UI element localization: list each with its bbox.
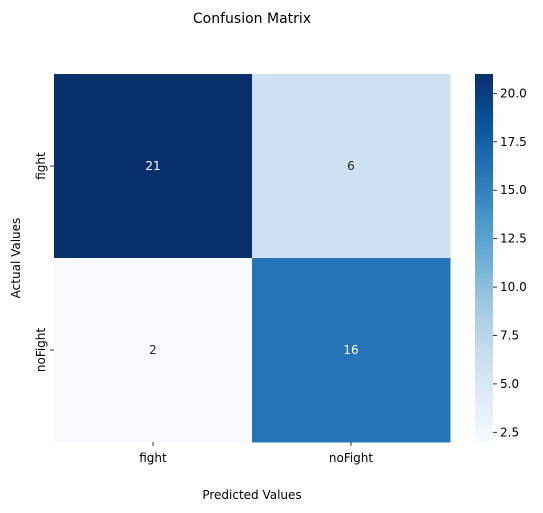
- y-axis-label: Actual Values: [9, 218, 23, 299]
- heatmap-cell-0-0: [54, 74, 253, 259]
- chart-title: Confusion Matrix: [193, 11, 311, 27]
- cell-value-1-1: 16: [343, 343, 358, 357]
- colorbar-tick-label-6: 17.5: [500, 135, 527, 149]
- cell-value-0-1: 6: [347, 159, 355, 173]
- y-axis-ticks: fight noFight: [34, 152, 54, 372]
- x-tick-label-0: fight: [139, 451, 167, 465]
- colorbar-tick-label-4: 12.5: [500, 232, 527, 246]
- colorbar-tick-label-5: 15.0: [500, 183, 527, 197]
- colorbar-tick-label-7: 20.0: [500, 86, 527, 100]
- x-tick-label-1: noFight: [329, 451, 374, 465]
- heatmap-cells: [54, 74, 451, 443]
- colorbar-tick-label-1: 5.0: [500, 377, 519, 391]
- cell-value-0-0: 21: [145, 159, 160, 173]
- colorbar-tick-label-0: 2.5: [500, 425, 519, 439]
- colorbar-ticks: 2.5 5.0 7.5 10.0 12.5 15.0 17.5 20.0: [493, 86, 527, 439]
- x-axis-ticks: fight noFight: [139, 442, 373, 465]
- heatmap-cell-1-1: [252, 258, 451, 443]
- colorbar-tick-label-2: 7.5: [500, 328, 519, 342]
- x-axis-label: Predicted Values: [202, 488, 301, 502]
- colorbar: [475, 74, 493, 442]
- heatmap-annotations: 21 62 16: [145, 159, 358, 357]
- y-tick-label-1: noFight: [34, 328, 48, 373]
- cell-value-1-0: 2: [149, 343, 157, 357]
- heatmap-cell-0-1: [252, 74, 451, 259]
- heatmap-cell-1-0: [54, 258, 253, 443]
- colorbar-tick-label-3: 10.0: [500, 280, 527, 294]
- y-tick-label-0: fight: [34, 152, 48, 180]
